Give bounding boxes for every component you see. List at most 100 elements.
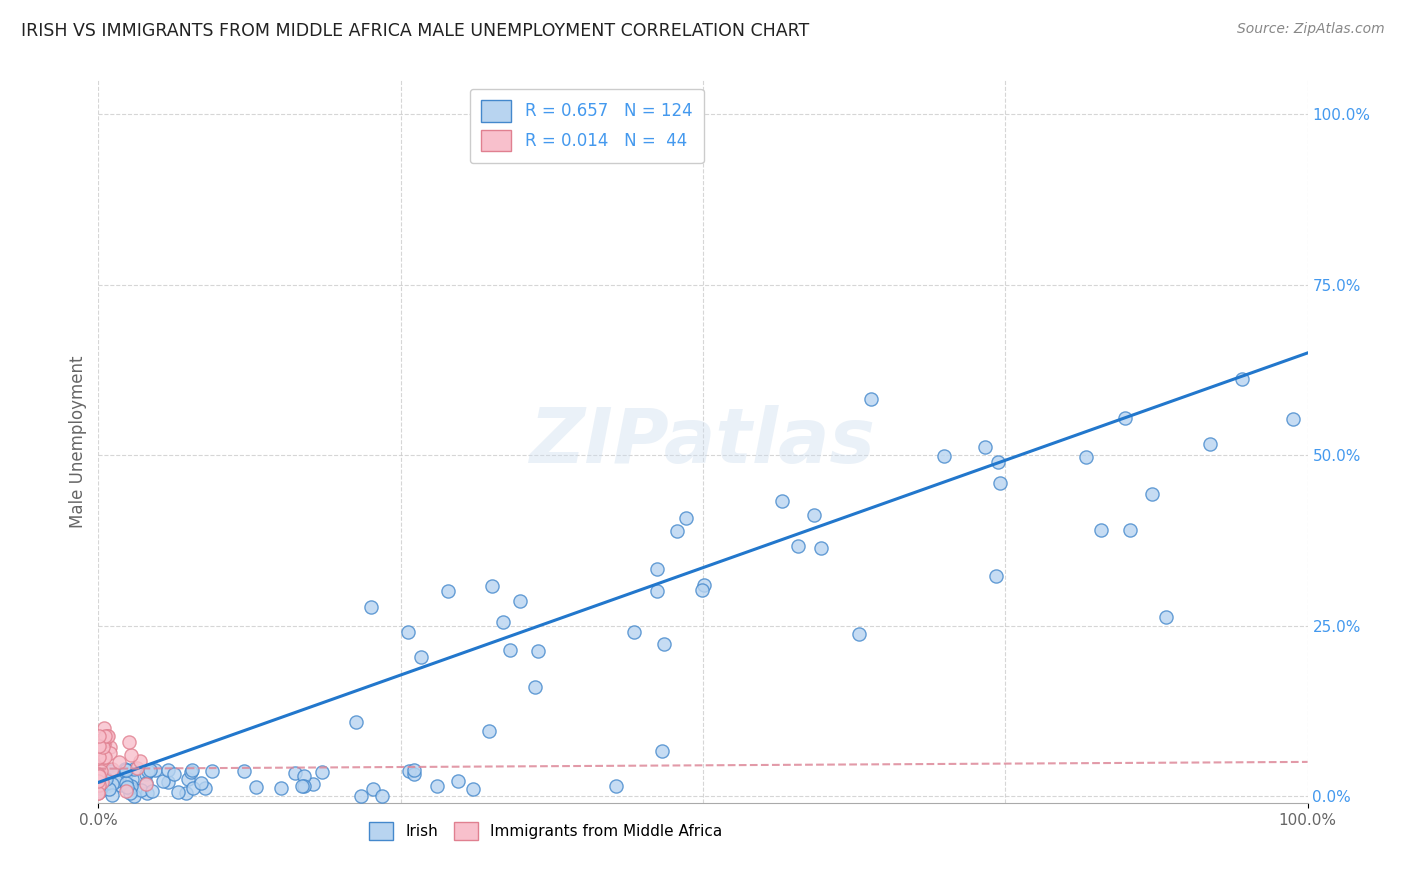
Point <box>125 782 148 797</box>
Point <box>101 762 124 776</box>
Point <box>93 733 115 747</box>
Point <box>987 455 1010 469</box>
Point <box>1281 412 1303 426</box>
Point <box>396 624 419 639</box>
Point <box>87 774 110 789</box>
Point <box>426 780 449 794</box>
Point <box>129 782 152 797</box>
Point <box>605 779 627 793</box>
Point <box>127 761 149 775</box>
Point <box>93 721 115 735</box>
Point <box>118 781 141 796</box>
Point <box>190 776 212 790</box>
Point <box>311 764 333 779</box>
Point <box>810 541 832 556</box>
Point <box>87 757 110 772</box>
Point <box>87 770 110 784</box>
Point <box>89 732 111 747</box>
Point <box>1119 524 1142 538</box>
Point <box>174 786 197 800</box>
Point <box>181 781 204 796</box>
Point <box>87 786 110 800</box>
Point <box>89 778 111 792</box>
Point <box>135 776 157 790</box>
Point <box>91 739 114 754</box>
Point <box>87 776 110 790</box>
Point <box>344 714 367 729</box>
Point <box>97 767 120 781</box>
Point <box>96 729 118 743</box>
Point <box>770 494 793 508</box>
Point <box>291 780 314 794</box>
Legend: Irish, Immigrants from Middle Africa: Irish, Immigrants from Middle Africa <box>363 816 728 846</box>
Point <box>932 449 955 463</box>
Point <box>87 777 110 791</box>
Text: IRISH VS IMMIGRANTS FROM MIDDLE AFRICA MALE UNEMPLOYMENT CORRELATION CHART: IRISH VS IMMIGRANTS FROM MIDDLE AFRICA M… <box>21 22 810 40</box>
Point <box>411 650 433 665</box>
Point <box>988 475 1011 490</box>
Point <box>87 769 110 783</box>
Point <box>491 615 513 629</box>
Point <box>651 744 673 758</box>
Point <box>120 748 142 763</box>
Point <box>167 784 190 798</box>
Point <box>94 735 117 749</box>
Y-axis label: Male Unemployment: Male Unemployment <box>69 355 87 528</box>
Point <box>87 786 110 800</box>
Point <box>89 782 111 797</box>
Point <box>115 764 138 778</box>
Point <box>114 775 136 789</box>
Point <box>115 780 138 795</box>
Point <box>437 584 460 599</box>
Point <box>1154 610 1177 624</box>
Point <box>94 776 117 790</box>
Point <box>122 789 145 803</box>
Point <box>87 745 110 759</box>
Point <box>509 594 531 608</box>
Point <box>143 763 166 777</box>
Point <box>371 789 394 803</box>
Point <box>1199 437 1222 451</box>
Point <box>177 772 200 786</box>
Point <box>87 748 110 763</box>
Point <box>87 729 110 743</box>
Point <box>498 643 520 657</box>
Point <box>100 764 122 778</box>
Point <box>361 782 384 797</box>
Point <box>89 734 111 748</box>
Text: Source: ZipAtlas.com: Source: ZipAtlas.com <box>1237 22 1385 37</box>
Point <box>91 775 114 789</box>
Point <box>93 737 115 751</box>
Point <box>986 568 1008 582</box>
Point <box>152 774 174 789</box>
Point <box>693 578 716 592</box>
Point <box>96 779 118 793</box>
Point <box>446 773 468 788</box>
Point <box>121 772 143 786</box>
Point <box>87 764 110 778</box>
Point <box>157 763 180 777</box>
Point <box>1074 450 1097 465</box>
Point <box>101 777 124 791</box>
Point <box>87 749 110 764</box>
Point <box>90 772 112 786</box>
Point <box>675 510 697 524</box>
Point <box>163 767 186 781</box>
Point <box>89 784 111 798</box>
Point <box>194 781 217 796</box>
Point <box>91 741 114 756</box>
Point <box>87 748 110 763</box>
Point <box>201 764 224 778</box>
Point <box>848 626 870 640</box>
Point <box>87 767 110 781</box>
Point <box>1230 372 1253 386</box>
Point <box>478 724 501 739</box>
Point <box>91 765 114 780</box>
Point <box>87 772 110 786</box>
Point <box>135 767 157 781</box>
Point <box>97 730 120 744</box>
Point <box>292 779 315 793</box>
Point <box>120 786 142 800</box>
Point <box>105 770 128 784</box>
Point <box>87 779 110 793</box>
